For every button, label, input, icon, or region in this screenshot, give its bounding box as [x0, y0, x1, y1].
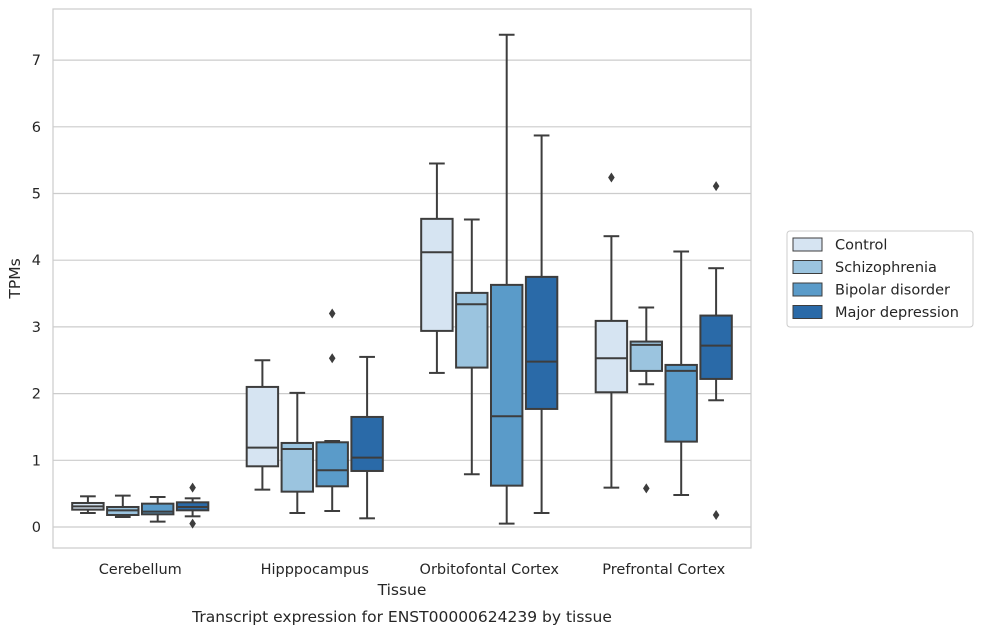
outlier-point [712, 509, 720, 520]
outlier-point [608, 172, 615, 183]
y-tick-label: 6 [32, 120, 41, 136]
y-tick-label: 1 [32, 453, 41, 469]
x-tick-label: Prefrontal Cortex [602, 562, 725, 578]
x-axis-ticks: Cerebellum Hipppocampus Orbitofontal Corte… [99, 562, 726, 578]
y-axis-ticks: 0 1 2 3 4 5 6 7 [32, 53, 41, 536]
legend-swatch [792, 305, 823, 319]
x-tick-label: Cerebellum [99, 562, 182, 578]
box-1-1 [280, 391, 315, 514]
box-3-1 [629, 306, 664, 494]
box-0-3 [175, 482, 210, 529]
box-3-2 [664, 250, 698, 496]
legend-swatch [792, 282, 823, 297]
outlier-point [643, 483, 650, 494]
legend-frame [786, 230, 974, 328]
box-iqr [594, 319, 629, 394]
y-axis-label: TPMs [6, 258, 24, 299]
box-1-2 [315, 308, 349, 512]
x-tick-label: Orbitofontal Cortex [420, 562, 560, 578]
x-axis-label: Tissue [377, 581, 427, 599]
box-iqr [280, 441, 315, 493]
box-iqr [489, 283, 524, 487]
box-iqr [245, 385, 280, 468]
y-tick-label: 7 [32, 53, 41, 69]
outlier-point [189, 518, 196, 529]
legend-swatch [792, 237, 823, 252]
outlier-point [328, 308, 336, 319]
box-iqr [699, 314, 733, 380]
legend-swatch [792, 260, 823, 274]
box-iqr [455, 291, 489, 369]
box-1-3 [350, 355, 384, 520]
box-3-0 [594, 172, 629, 489]
box-iqr [315, 441, 349, 488]
chart-caption: Transcript expression for ENST0000062423… [191, 608, 612, 626]
legend-label: Control [835, 238, 887, 254]
box-0-1 [106, 494, 140, 518]
box-iqr [629, 340, 664, 372]
box-2-1 [455, 218, 489, 476]
box-iqr [140, 502, 175, 516]
x-tick-label: Hipppocampus [261, 562, 369, 578]
box-2-3 [524, 134, 559, 514]
y-tick-label: 5 [32, 187, 41, 203]
legend-label: Bipolar disorder [835, 283, 950, 299]
box-iqr [524, 275, 559, 410]
y-tick-label: 4 [32, 253, 41, 269]
legend: Control Schizophrenia Bipolar disorder Majo… [786, 230, 974, 328]
box-3-3 [699, 181, 733, 520]
box-2-2 [489, 33, 524, 525]
plot-frame [52, 8, 752, 549]
box-iqr [420, 217, 454, 332]
box-0-2 [140, 495, 175, 523]
outlier-point [328, 353, 336, 364]
legend-label: Major depression [835, 305, 959, 321]
boxes [71, 33, 733, 529]
y-tick-label: 0 [32, 520, 41, 536]
box-iqr [664, 363, 698, 443]
y-tick-label: 3 [32, 320, 41, 336]
box-0-0 [71, 495, 105, 514]
box-iqr [350, 415, 384, 472]
gridlines [53, 59, 751, 528]
y-tick-label: 2 [32, 387, 41, 403]
legend-label: Schizophrenia [835, 260, 937, 276]
outlier-point [189, 482, 196, 493]
box-2-0 [420, 162, 454, 374]
outlier-point [712, 181, 720, 192]
box-1-0 [245, 359, 280, 491]
